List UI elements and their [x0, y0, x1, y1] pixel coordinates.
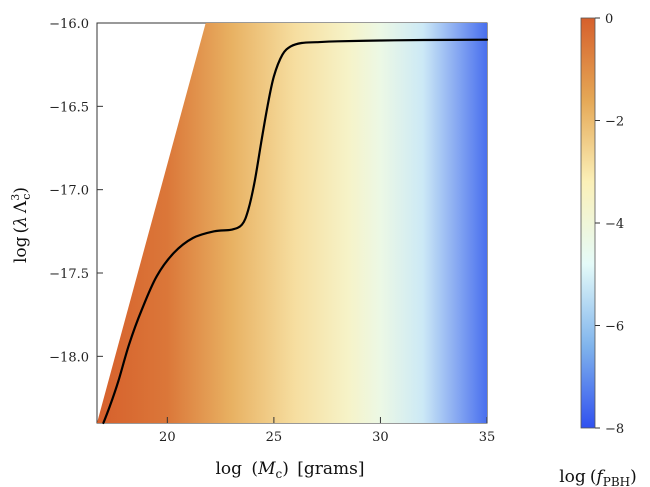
y-axis-label: log(λΛ3c) [9, 187, 33, 263]
colorbar-tick-label: −6 [605, 320, 624, 335]
colorbar [580, 17, 596, 429]
y-tick-label: −17.0 [49, 184, 89, 199]
colorbar-tick-label: 0 [605, 12, 613, 27]
y-tick-label: −17.5 [49, 267, 89, 282]
colorbar-tick-label: −4 [605, 217, 624, 232]
colorbar-label: log (fPBH) [559, 467, 637, 487]
heatmap-region [97, 23, 487, 423]
colorbar-ticks: 0 −2 −4 −6 −8 [595, 12, 624, 437]
x-axis-label: log (Mc) [grams] [215, 459, 364, 481]
y-tick-label: −18.0 [49, 350, 89, 365]
colorbar-tick-label: −2 [605, 115, 624, 130]
x-tick-label: 35 [479, 430, 496, 445]
y-tick-label: −16.5 [49, 100, 89, 115]
x-tick-label: 30 [372, 430, 389, 445]
contour-line [102, 38, 489, 425]
x-tick-label: 25 [266, 430, 283, 445]
colorbar-tick-label: −8 [605, 422, 624, 437]
y-tick-label: −16.0 [49, 17, 89, 32]
x-axis-ticks: 20 25 30 35 [159, 417, 495, 445]
y-axis-ticks: −16.0 −16.5 −17.0 −17.5 −18.0 [49, 17, 103, 365]
x-tick-label: 20 [159, 430, 176, 445]
